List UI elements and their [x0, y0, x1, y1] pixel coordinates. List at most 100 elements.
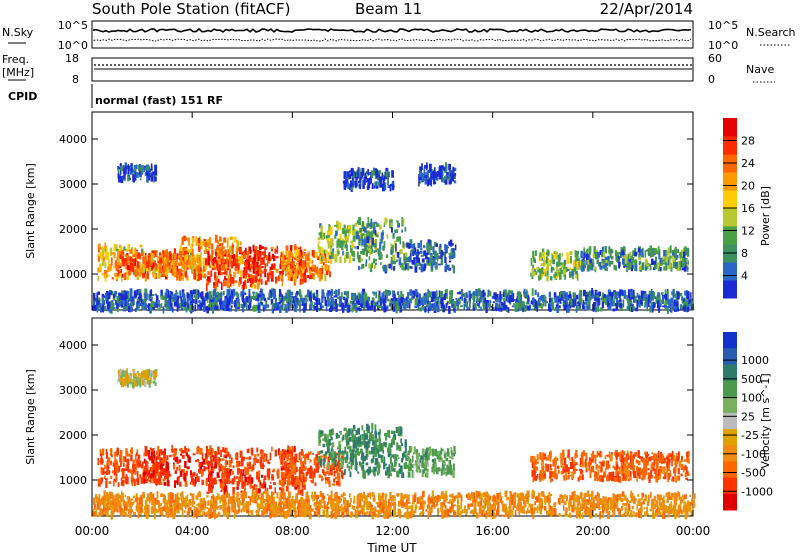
heatmap-cell [362, 168, 365, 176]
heatmap-cell [447, 265, 450, 271]
heatmap-cell [409, 289, 412, 295]
heatmap-cell [226, 258, 228, 264]
heatmap-cell [451, 292, 453, 299]
heatmap-cell [105, 293, 107, 300]
heatmap-cell [232, 243, 234, 245]
heatmap-cell [594, 267, 597, 270]
heatmap-cell [123, 300, 125, 305]
heatmap-cell [318, 237, 321, 240]
heatmap-cell [303, 265, 305, 269]
heatmap-cell [160, 482, 162, 485]
heatmap-cell [362, 185, 365, 189]
heatmap-cell [287, 290, 289, 298]
heatmap-cell [219, 296, 221, 299]
heatmap-cell [250, 264, 253, 268]
heatmap-cell [140, 245, 142, 248]
heatmap-cell [260, 302, 262, 304]
heatmap-cell [545, 302, 547, 307]
heatmap-cell [414, 305, 417, 308]
heatmap-cell [236, 487, 239, 490]
heatmap-cell [380, 254, 383, 260]
heatmap-cell [184, 477, 186, 481]
heatmap-cell [253, 284, 255, 289]
colorbar-swatch [723, 172, 737, 191]
heatmap-cell [148, 472, 150, 475]
heatmap-cell [180, 252, 182, 255]
heatmap-cell [223, 259, 225, 262]
heatmap-cell [160, 296, 162, 300]
heatmap-cell [241, 256, 243, 261]
heatmap-cell [651, 248, 654, 253]
heatmap-cell [215, 453, 217, 458]
heatmap-cell [104, 270, 107, 274]
heatmap-cell [203, 301, 206, 304]
heatmap-cell [155, 250, 157, 257]
heatmap-cell [532, 269, 535, 277]
heatmap-cell [229, 255, 232, 261]
heatmap-cell [153, 451, 155, 459]
heatmap-cell [374, 264, 377, 268]
heatmap-cell [224, 467, 226, 471]
heatmap-cell [549, 292, 551, 298]
heatmap-cell [159, 459, 161, 464]
heatmap-cell [263, 465, 265, 467]
heatmap-cell [206, 446, 208, 452]
heatmap-cell [346, 252, 349, 259]
heatmap-cell [154, 263, 157, 265]
heatmap-cell [132, 482, 134, 486]
heatmap-cell [393, 266, 395, 271]
noise-tick-bottom-left: 10^0 [58, 39, 88, 52]
heatmap-cell [268, 254, 270, 261]
heatmap-cell [375, 292, 377, 299]
heatmap-cell [419, 294, 421, 300]
heatmap-cell [371, 249, 373, 252]
heatmap-cell [166, 256, 169, 258]
heatmap-cell [200, 273, 202, 280]
heatmap-cell [636, 264, 638, 272]
heatmap-cell [357, 251, 359, 257]
heatmap-cell [401, 230, 403, 233]
heatmap-cell [126, 300, 128, 303]
heatmap-cell [527, 295, 529, 301]
heatmap-cell [378, 170, 381, 174]
heatmap-cell [397, 221, 399, 225]
heatmap-cell [259, 245, 262, 250]
heatmap-cell [352, 296, 354, 300]
heatmap-cell [148, 261, 150, 263]
heatmap-cell [687, 248, 689, 256]
heatmap-cell [188, 242, 190, 246]
heatmap-cell [421, 255, 424, 257]
heatmap-cell [248, 274, 250, 278]
heatmap-cell [189, 305, 192, 312]
heatmap-cell [619, 303, 622, 308]
heatmap-cell [309, 304, 311, 309]
heatmap-cell [455, 244, 457, 250]
heatmap-cell [179, 276, 182, 281]
heatmap-cell [687, 307, 690, 312]
heatmap-cell [432, 246, 434, 252]
heatmap-cell [447, 302, 449, 305]
heatmap-cell [385, 182, 387, 190]
heatmap-cell [534, 259, 537, 263]
heatmap-cell [551, 298, 553, 305]
heatmap-cell [279, 306, 281, 310]
heatmap-cell [125, 477, 127, 482]
heatmap-cell [575, 271, 578, 275]
heatmap-cell [232, 471, 234, 475]
heatmap-cell [122, 468, 125, 470]
heatmap-cell [372, 183, 374, 189]
heatmap-cell [396, 301, 398, 306]
heatmap-cell [368, 180, 370, 184]
heatmap-cell [193, 289, 196, 294]
heatmap-cell [564, 260, 566, 262]
heatmap-cell [99, 303, 101, 308]
heatmap-cell [561, 294, 563, 301]
heatmap-cell [185, 481, 188, 487]
heatmap-cell [96, 293, 98, 297]
heatmap-cell [428, 257, 430, 263]
heatmap-cell [237, 241, 239, 249]
heatmap-cell [587, 302, 589, 306]
heatmap-cell [316, 305, 318, 312]
heatmap-cell [523, 294, 525, 297]
heatmap-cell [255, 305, 257, 311]
